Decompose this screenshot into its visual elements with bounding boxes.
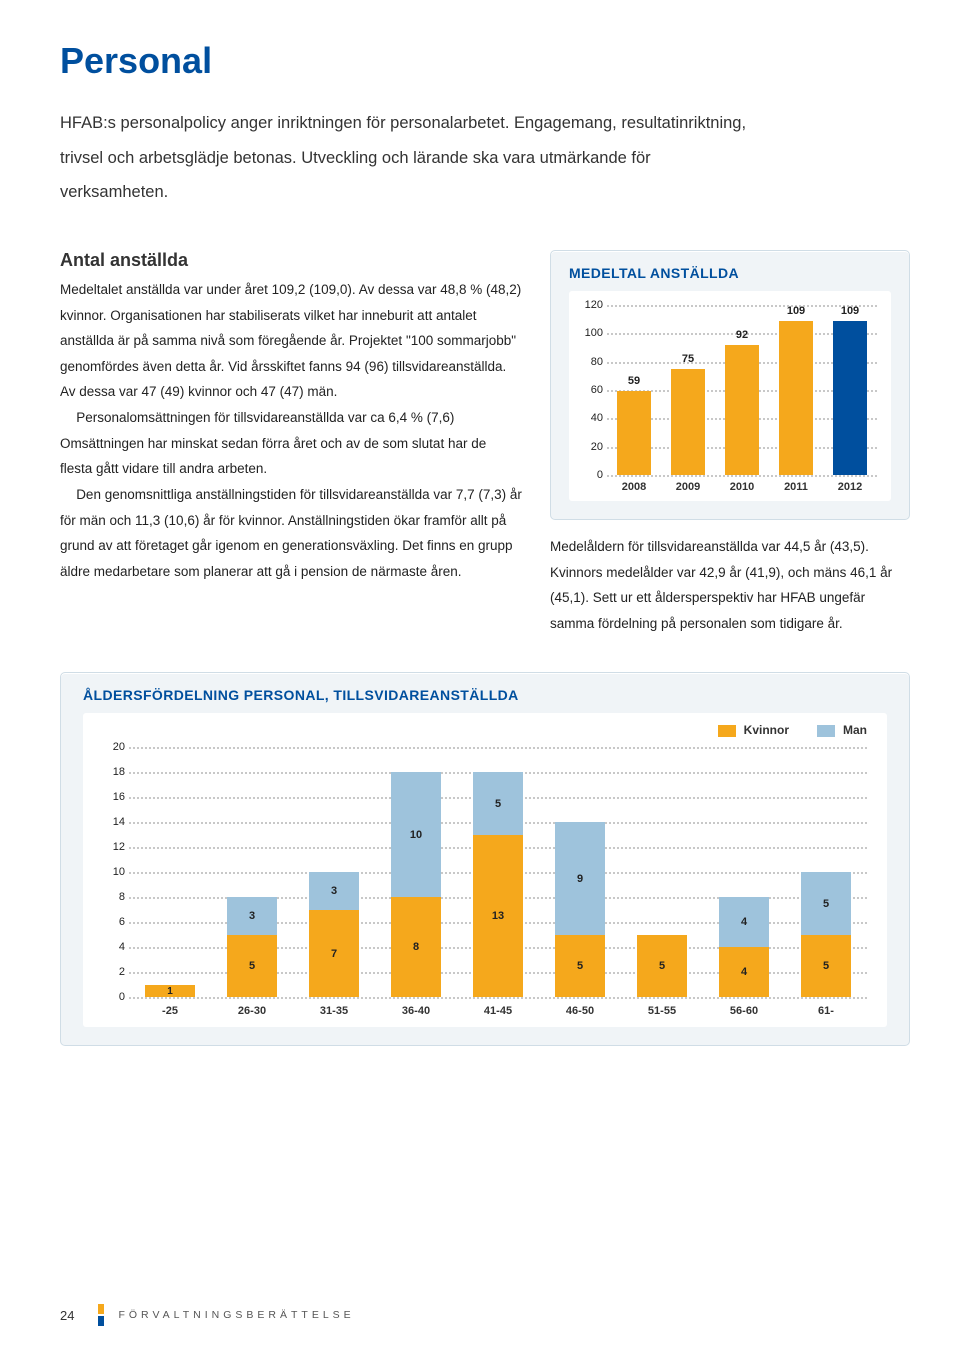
chart2-seg-kvinnor: 5 <box>801 935 851 998</box>
footer-marks <box>98 1304 104 1326</box>
chart2-xlabel: 36-40 <box>388 1005 444 1017</box>
chart2-seg-man: 5 <box>801 872 851 935</box>
chart1-title: MEDELTAL ANSTÄLLDA <box>569 265 891 281</box>
chart2-legend: Kvinnor Man <box>718 723 867 737</box>
chart2-xlabel: 61- <box>798 1005 854 1017</box>
legend-kvinnor: Kvinnor <box>744 723 789 737</box>
chart2-seg-man: 10 <box>391 772 441 897</box>
chart1-bar-label: 109 <box>841 305 859 317</box>
chart2-ytick: 10 <box>99 866 125 878</box>
chart-alders-box: ÅLDERSFÖRDELNING PERSONAL, TILLSVIDAREAN… <box>60 672 910 1046</box>
chart2-xlabel: 56-60 <box>716 1005 772 1017</box>
chart2-seg-kvinnor: 7 <box>309 910 359 998</box>
chart1-bar: 92 <box>725 345 759 475</box>
body-para-1: Medeltalet anställda var under året 109,… <box>60 277 522 405</box>
chart2-xlabel: 31-35 <box>306 1005 362 1017</box>
chart2-plot: 02468101214161820153738101355954455 <box>129 747 867 997</box>
chart1-ytick: 20 <box>577 441 603 453</box>
footer-section: FÖRVALTNINGSBERÄTTELSE <box>118 1309 354 1321</box>
chart1-ytick: 80 <box>577 356 603 368</box>
chart1-bar-label: 75 <box>682 353 694 365</box>
chart1-bar: 59 <box>617 391 651 475</box>
chart2-xlabel: 51-55 <box>634 1005 690 1017</box>
body-para-3: Den genomsnittliga anställningstiden för… <box>60 482 522 585</box>
right-caption: Medelåldern för tillsvidareanställda var… <box>550 534 910 637</box>
chart2-seg-man: 3 <box>227 897 277 935</box>
chart2-ytick: 20 <box>99 741 125 753</box>
chart2-ytick: 16 <box>99 791 125 803</box>
chart1-bar: 109 <box>833 321 867 475</box>
chart2-seg-kvinnor: 5 <box>637 935 687 998</box>
chart2-seg-man: 9 <box>555 822 605 935</box>
chart2-ytick: 2 <box>99 966 125 978</box>
chart2-seg-man: 3 <box>309 872 359 910</box>
chart1-bar: 109 <box>779 321 813 475</box>
chart1-xlabel: 2008 <box>610 481 658 493</box>
chart1-ytick: 60 <box>577 384 603 396</box>
chart2-xlabel: 46-50 <box>552 1005 608 1017</box>
chart1-bar: 75 <box>671 369 705 475</box>
section-subhead: Antal anställda <box>60 250 522 271</box>
chart1-ytick: 120 <box>577 299 603 311</box>
chart1-xlabel: 2011 <box>772 481 820 493</box>
chart2-title: ÅLDERSFÖRDELNING PERSONAL, TILLSVIDAREAN… <box>83 687 887 703</box>
chart1-xlabel: 2010 <box>718 481 766 493</box>
chart-medeltal-box: MEDELTAL ANSTÄLLDA 020406080100120597592… <box>550 250 910 520</box>
chart2-ytick: 8 <box>99 891 125 903</box>
chart1-bar-label: 109 <box>787 305 805 317</box>
chart2-xlabel: 41-45 <box>470 1005 526 1017</box>
chart1-xlabel: 2009 <box>664 481 712 493</box>
body-para-2: Personalomsättningen för tillsvidareanst… <box>60 405 522 482</box>
chart1-ytick: 0 <box>577 469 603 481</box>
chart2-seg-man: 4 <box>719 897 769 947</box>
page-footer: 24 FÖRVALTNINGSBERÄTTELSE <box>60 1304 355 1326</box>
chart2-seg-kvinnor: 5 <box>555 935 605 998</box>
chart2-ytick: 18 <box>99 766 125 778</box>
chart2-ytick: 14 <box>99 816 125 828</box>
chart2-seg-kvinnor: 1 <box>145 985 195 998</box>
chart2-seg-kvinnor: 5 <box>227 935 277 998</box>
chart2-ytick: 12 <box>99 841 125 853</box>
chart1-ytick: 100 <box>577 327 603 339</box>
chart2-ytick: 4 <box>99 941 125 953</box>
chart1-bar-label: 59 <box>628 375 640 387</box>
chart2-ytick: 0 <box>99 991 125 1003</box>
chart1-ytick: 40 <box>577 412 603 424</box>
chart1-xlabel: 2012 <box>826 481 874 493</box>
chart2-seg-kvinnor: 13 <box>473 835 523 998</box>
chart2-seg-kvinnor: 8 <box>391 897 441 997</box>
chart1-bar-label: 92 <box>736 329 748 341</box>
page-title: Personal <box>60 40 910 82</box>
chart2-xlabel: -25 <box>142 1005 198 1017</box>
chart2-ytick: 6 <box>99 916 125 928</box>
chart2-xlabel: 26-30 <box>224 1005 280 1017</box>
chart2-seg-kvinnor: 4 <box>719 947 769 997</box>
page-number: 24 <box>60 1308 74 1323</box>
chart2-seg-man: 5 <box>473 772 523 835</box>
legend-man: Man <box>843 723 867 737</box>
chart1-plot: 020406080100120597592109109 <box>607 305 877 475</box>
intro-text: HFAB:s personalpolicy anger inriktningen… <box>60 106 760 210</box>
